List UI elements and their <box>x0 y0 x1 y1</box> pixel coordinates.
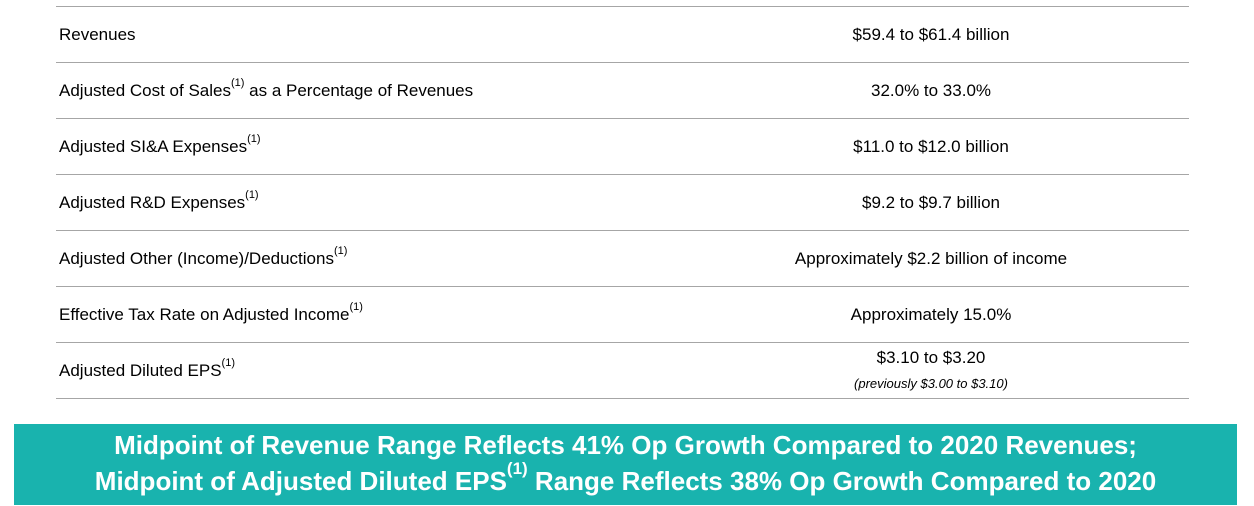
guidance-table: Revenues $59.4 to $61.4 billion Adjusted… <box>56 6 1189 399</box>
footnote-marker: (1) <box>230 77 245 90</box>
row-label: Revenues <box>59 25 136 44</box>
table-row-diluted-eps: Adjusted Diluted EPS(1) $3.10 to $3.20 (… <box>56 343 1189 399</box>
row-label: Adjusted R&D Expenses(1) <box>59 189 259 212</box>
row-value: $9.2 to $9.7 billion <box>862 193 1000 212</box>
row-label: Adjusted Diluted EPS(1) <box>59 357 235 380</box>
footnote-marker: (1) <box>221 357 235 370</box>
row-label: Adjusted SI&A Expenses(1) <box>59 133 261 156</box>
row-value: $3.10 to $3.20 (previously $3.00 to $3.1… <box>631 343 1231 398</box>
table-row-other-income-deductions: Adjusted Other (Income)/Deductions(1) Ap… <box>56 231 1189 287</box>
growth-banner: Midpoint of Revenue Range Reflects 41% O… <box>14 424 1237 505</box>
row-label: Adjusted Cost of Sales(1) as a Percentag… <box>59 77 474 100</box>
row-value: Approximately $2.2 billion of income <box>794 249 1068 268</box>
table-row-sia-expenses: Adjusted SI&A Expenses(1) $11.0 to $12.0… <box>56 119 1189 175</box>
banner-line-2: Midpoint of Adjusted Diluted EPS(1) Rang… <box>94 459 1157 496</box>
footnote-marker: (1) <box>247 133 261 146</box>
banner-line-1: Midpoint of Revenue Range Reflects 41% O… <box>114 430 1137 460</box>
row-value: $11.0 to $12.0 billion <box>853 137 1009 156</box>
table-row-cost-of-sales: Adjusted Cost of Sales(1) as a Percentag… <box>56 63 1189 119</box>
eps-previous-note: (previously $3.00 to $3.10) <box>854 376 1008 391</box>
eps-range: $3.10 to $3.20 <box>876 348 986 367</box>
table-row-effective-tax-rate: Effective Tax Rate on Adjusted Income(1)… <box>56 287 1189 343</box>
row-label: Effective Tax Rate on Adjusted Income(1) <box>59 301 363 324</box>
table-row-rd-expenses: Adjusted R&D Expenses(1) $9.2 to $9.7 bi… <box>56 175 1189 231</box>
row-value: Approximately 15.0% <box>850 305 1012 324</box>
row-value: 32.0% to 33.0% <box>870 81 992 100</box>
footnote-marker: (1) <box>349 301 363 314</box>
row-value: $59.4 to $61.4 billion <box>852 25 1010 44</box>
row-label: Adjusted Other (Income)/Deductions(1) <box>59 245 348 268</box>
footnote-marker: (1) <box>506 459 528 479</box>
footnote-marker: (1) <box>245 189 259 202</box>
table-row-revenues: Revenues $59.4 to $61.4 billion <box>56 7 1189 63</box>
footnote-marker: (1) <box>333 245 348 258</box>
